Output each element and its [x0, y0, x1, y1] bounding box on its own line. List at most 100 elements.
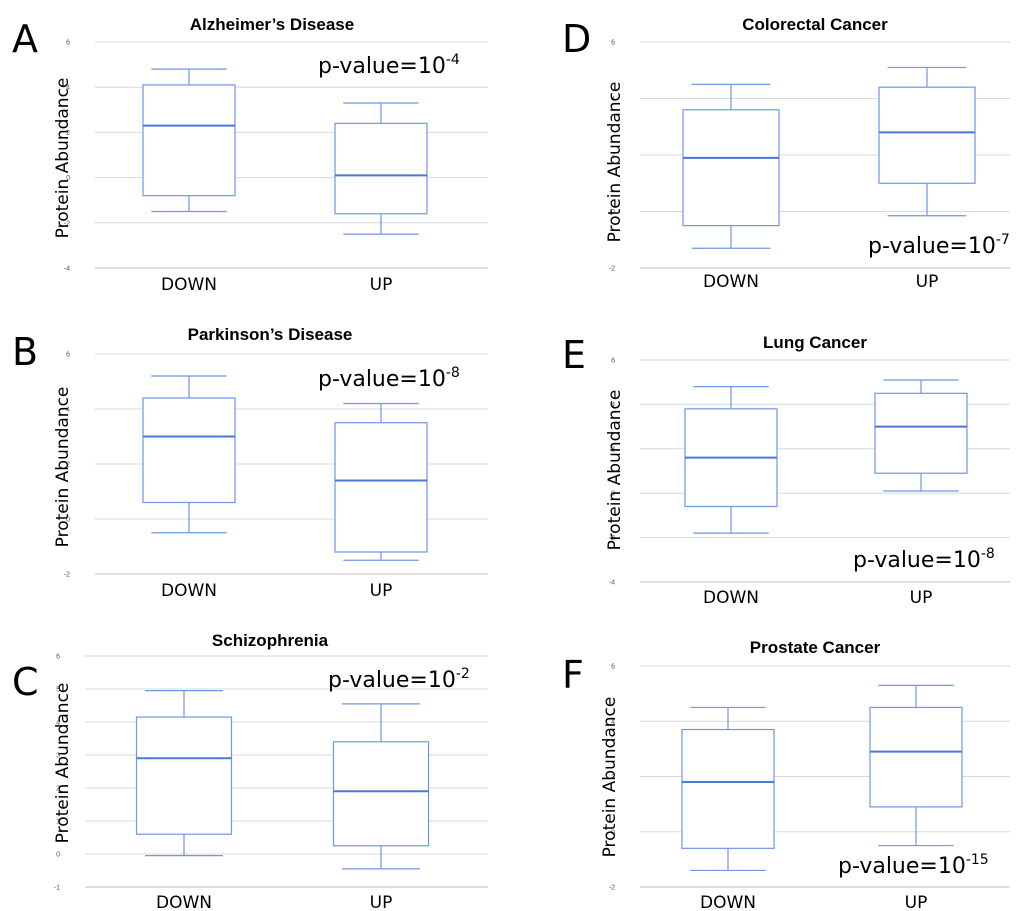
iqr-box — [334, 422, 428, 553]
y-tick-label: -2 — [64, 572, 70, 579]
y-tick-label: -2 — [609, 266, 615, 273]
y-tick-label: -2 — [64, 220, 70, 227]
y-tick-label: -2 — [609, 885, 615, 892]
panel-letter: B — [12, 330, 38, 374]
panel-letter: A — [12, 17, 38, 61]
category-label: DOWN — [703, 588, 759, 608]
box-up: UP — [878, 66, 976, 292]
y-tick-label: -1 — [54, 885, 60, 892]
y-tick-label: 4 — [611, 402, 615, 409]
y-tick-label: 4 — [56, 720, 60, 727]
panel-e: E Lung Cancer -4 -2 0 2 4 6 Protein Abundance DOW… — [562, 333, 1010, 608]
iqr-box — [142, 397, 236, 504]
panel-a: A Alzheimer’s Disease -4 -2 0 2 4 6 Protein Abun… — [12, 15, 488, 295]
y-axis-label: Protein Abundance — [605, 390, 625, 551]
y-tick-label: 2 — [611, 774, 615, 781]
p-value-annotation: p-value=10-7 — [868, 232, 1010, 259]
box-up: UP — [332, 703, 430, 911]
y-tick-label: 3 — [56, 753, 60, 760]
panel-b: B Parkinson’s Disease -2 0 2 4 6 Protein Abunda… — [12, 325, 488, 601]
y-tick-label: 4 — [66, 407, 70, 414]
category-label: DOWN — [700, 893, 756, 911]
p-value-annotation: p-value=10-4 — [318, 52, 460, 79]
chart-title: Parkinson’s Disease — [188, 325, 353, 344]
y-tick-label: 2 — [66, 130, 70, 137]
category-label: DOWN — [703, 272, 759, 292]
y-tick-label: 0 — [66, 175, 70, 182]
y-tick-label: 2 — [611, 153, 615, 160]
y-tick-label: 0 — [611, 209, 615, 216]
y-tick-label: 6 — [611, 358, 615, 365]
category-label: UP — [916, 272, 939, 292]
chart-title: Schizophrenia — [212, 631, 329, 650]
box-down: DOWN — [135, 690, 233, 911]
y-tick-label: 0 — [56, 852, 60, 859]
p-value-annotation: p-value=10-8 — [853, 546, 995, 573]
category-label: DOWN — [161, 275, 217, 295]
panel-c: C Schizophrenia -1 0 1 2 3 4 5 6 Protein Abundance… — [12, 631, 488, 911]
category-label: UP — [905, 893, 928, 911]
panel-letter: E — [562, 333, 586, 377]
y-tick-label: 2 — [611, 446, 615, 453]
y-tick-label: 4 — [66, 85, 70, 92]
y-tick-label: 6 — [611, 40, 615, 47]
box-up: UP — [334, 102, 428, 295]
y-tick-label: -2 — [609, 535, 615, 542]
y-tick-label: -4 — [609, 580, 615, 587]
iqr-box — [142, 84, 236, 197]
box-up: UP — [874, 379, 968, 608]
y-tick-label: 2 — [66, 462, 70, 469]
box-down: DOWN — [682, 83, 780, 292]
panel-d: D Colorectal Cancer -2 0 2 4 6 Protein Abundanc… — [562, 15, 1010, 292]
iqr-box — [874, 392, 968, 474]
y-tick-label: 6 — [66, 40, 70, 47]
y-tick-label: 6 — [56, 654, 60, 661]
iqr-box — [869, 706, 963, 808]
iqr-box — [334, 122, 428, 215]
chart-title: Lung Cancer — [763, 333, 867, 352]
y-tick-label: -4 — [64, 266, 70, 273]
panel-f: F Prostate Cancer -2 0 2 4 6 Protein Abundance D… — [562, 638, 1010, 911]
y-axis-label: Protein Abundance — [53, 387, 73, 548]
iqr-box — [878, 86, 976, 184]
chart-title: Prostate Cancer — [750, 638, 881, 657]
iqr-box — [682, 109, 780, 227]
panel-letter: F — [562, 653, 584, 697]
y-tick-label: 6 — [66, 352, 70, 359]
box-down: DOWN — [142, 375, 236, 601]
y-tick-label: 0 — [611, 829, 615, 836]
box-down: DOWN — [681, 706, 775, 911]
category-label: UP — [910, 588, 933, 608]
y-axis-label: Protein Abundance — [605, 82, 625, 243]
category-label: DOWN — [161, 581, 217, 601]
p-value-annotation: p-value=10-2 — [328, 666, 470, 693]
p-value-annotation: p-value=10-8 — [318, 365, 460, 392]
category-label: UP — [370, 893, 393, 911]
chart-title: Alzheimer’s Disease — [190, 15, 354, 34]
y-axis-label: Protein Abundance — [53, 78, 73, 239]
chart-title: Colorectal Cancer — [742, 15, 888, 34]
category-label: DOWN — [156, 893, 212, 911]
y-tick-label: 4 — [611, 719, 615, 726]
y-tick-label: 5 — [56, 687, 60, 694]
y-axis-label: Protein Abundance — [600, 697, 620, 858]
iqr-box — [681, 728, 775, 849]
y-axis-label: Protein Abundance — [53, 683, 73, 844]
box-down: DOWN — [684, 386, 778, 608]
panel-letter: D — [562, 17, 591, 61]
y-tick-label: 2 — [56, 786, 60, 793]
p-value-annotation: p-value=10-15 — [838, 852, 989, 879]
y-tick-label: 6 — [611, 664, 615, 671]
y-tick-label: 1 — [56, 819, 60, 826]
y-tick-label: 0 — [611, 491, 615, 498]
panel-letter: C — [12, 660, 39, 704]
iqr-box — [135, 716, 233, 835]
iqr-box — [332, 741, 430, 847]
box-down: DOWN — [142, 68, 236, 295]
box-up: UP — [869, 684, 963, 911]
y-tick-label: 0 — [66, 517, 70, 524]
category-label: UP — [370, 275, 393, 295]
box-up: UP — [334, 402, 428, 601]
category-label: UP — [370, 581, 393, 601]
